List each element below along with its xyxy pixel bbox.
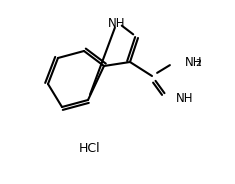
Text: NH: NH: [176, 91, 193, 105]
Text: NH: NH: [108, 17, 126, 30]
Text: NH: NH: [185, 56, 203, 68]
Text: 2: 2: [195, 59, 201, 68]
Text: HCl: HCl: [79, 141, 101, 155]
